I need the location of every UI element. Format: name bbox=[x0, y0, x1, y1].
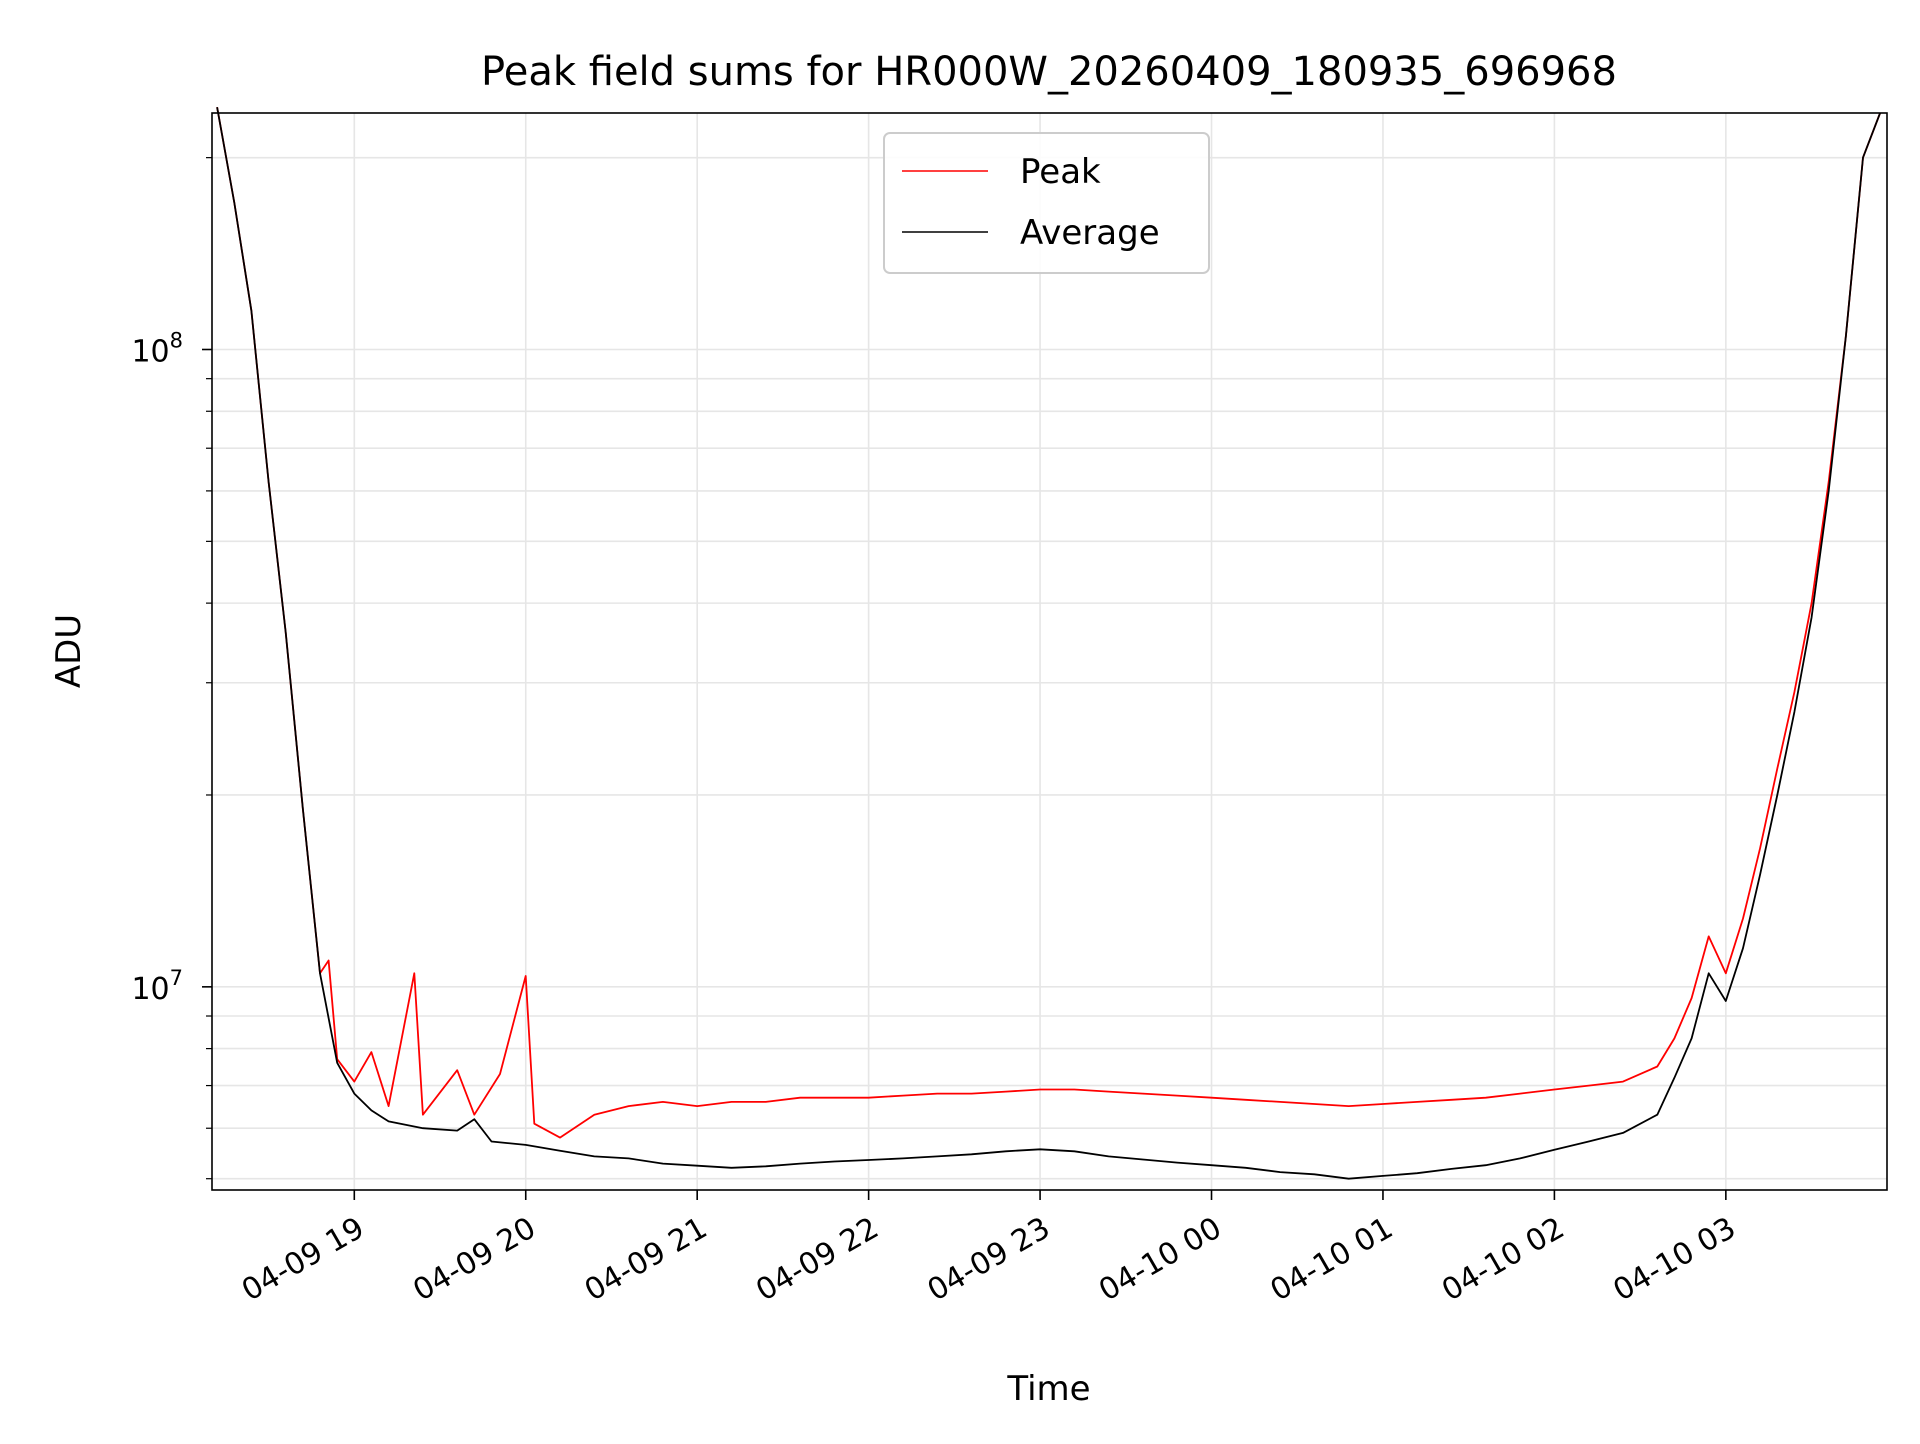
plot-frame bbox=[211, 112, 1888, 1191]
legend: Peak Average bbox=[883, 132, 1210, 274]
plot-series bbox=[216, 107, 1881, 1180]
y-axis-label: ADU bbox=[49, 614, 89, 688]
y-tick-label: 107 bbox=[131, 966, 183, 1007]
legend-box bbox=[883, 132, 1210, 274]
series-line-peak bbox=[216, 107, 1881, 1139]
chart-title: Peak field sums for HR000W_20260409_1809… bbox=[481, 49, 1617, 95]
y-axis: 107 108 bbox=[131, 157, 212, 1180]
series-line-average bbox=[216, 107, 1881, 1180]
x-axis-label: Time bbox=[1006, 1369, 1090, 1409]
grid bbox=[212, 113, 1887, 1190]
legend-label-peak: Peak bbox=[1020, 152, 1101, 192]
legend-label-average: Average bbox=[1020, 213, 1160, 253]
y-tick-label: 108 bbox=[131, 328, 183, 369]
